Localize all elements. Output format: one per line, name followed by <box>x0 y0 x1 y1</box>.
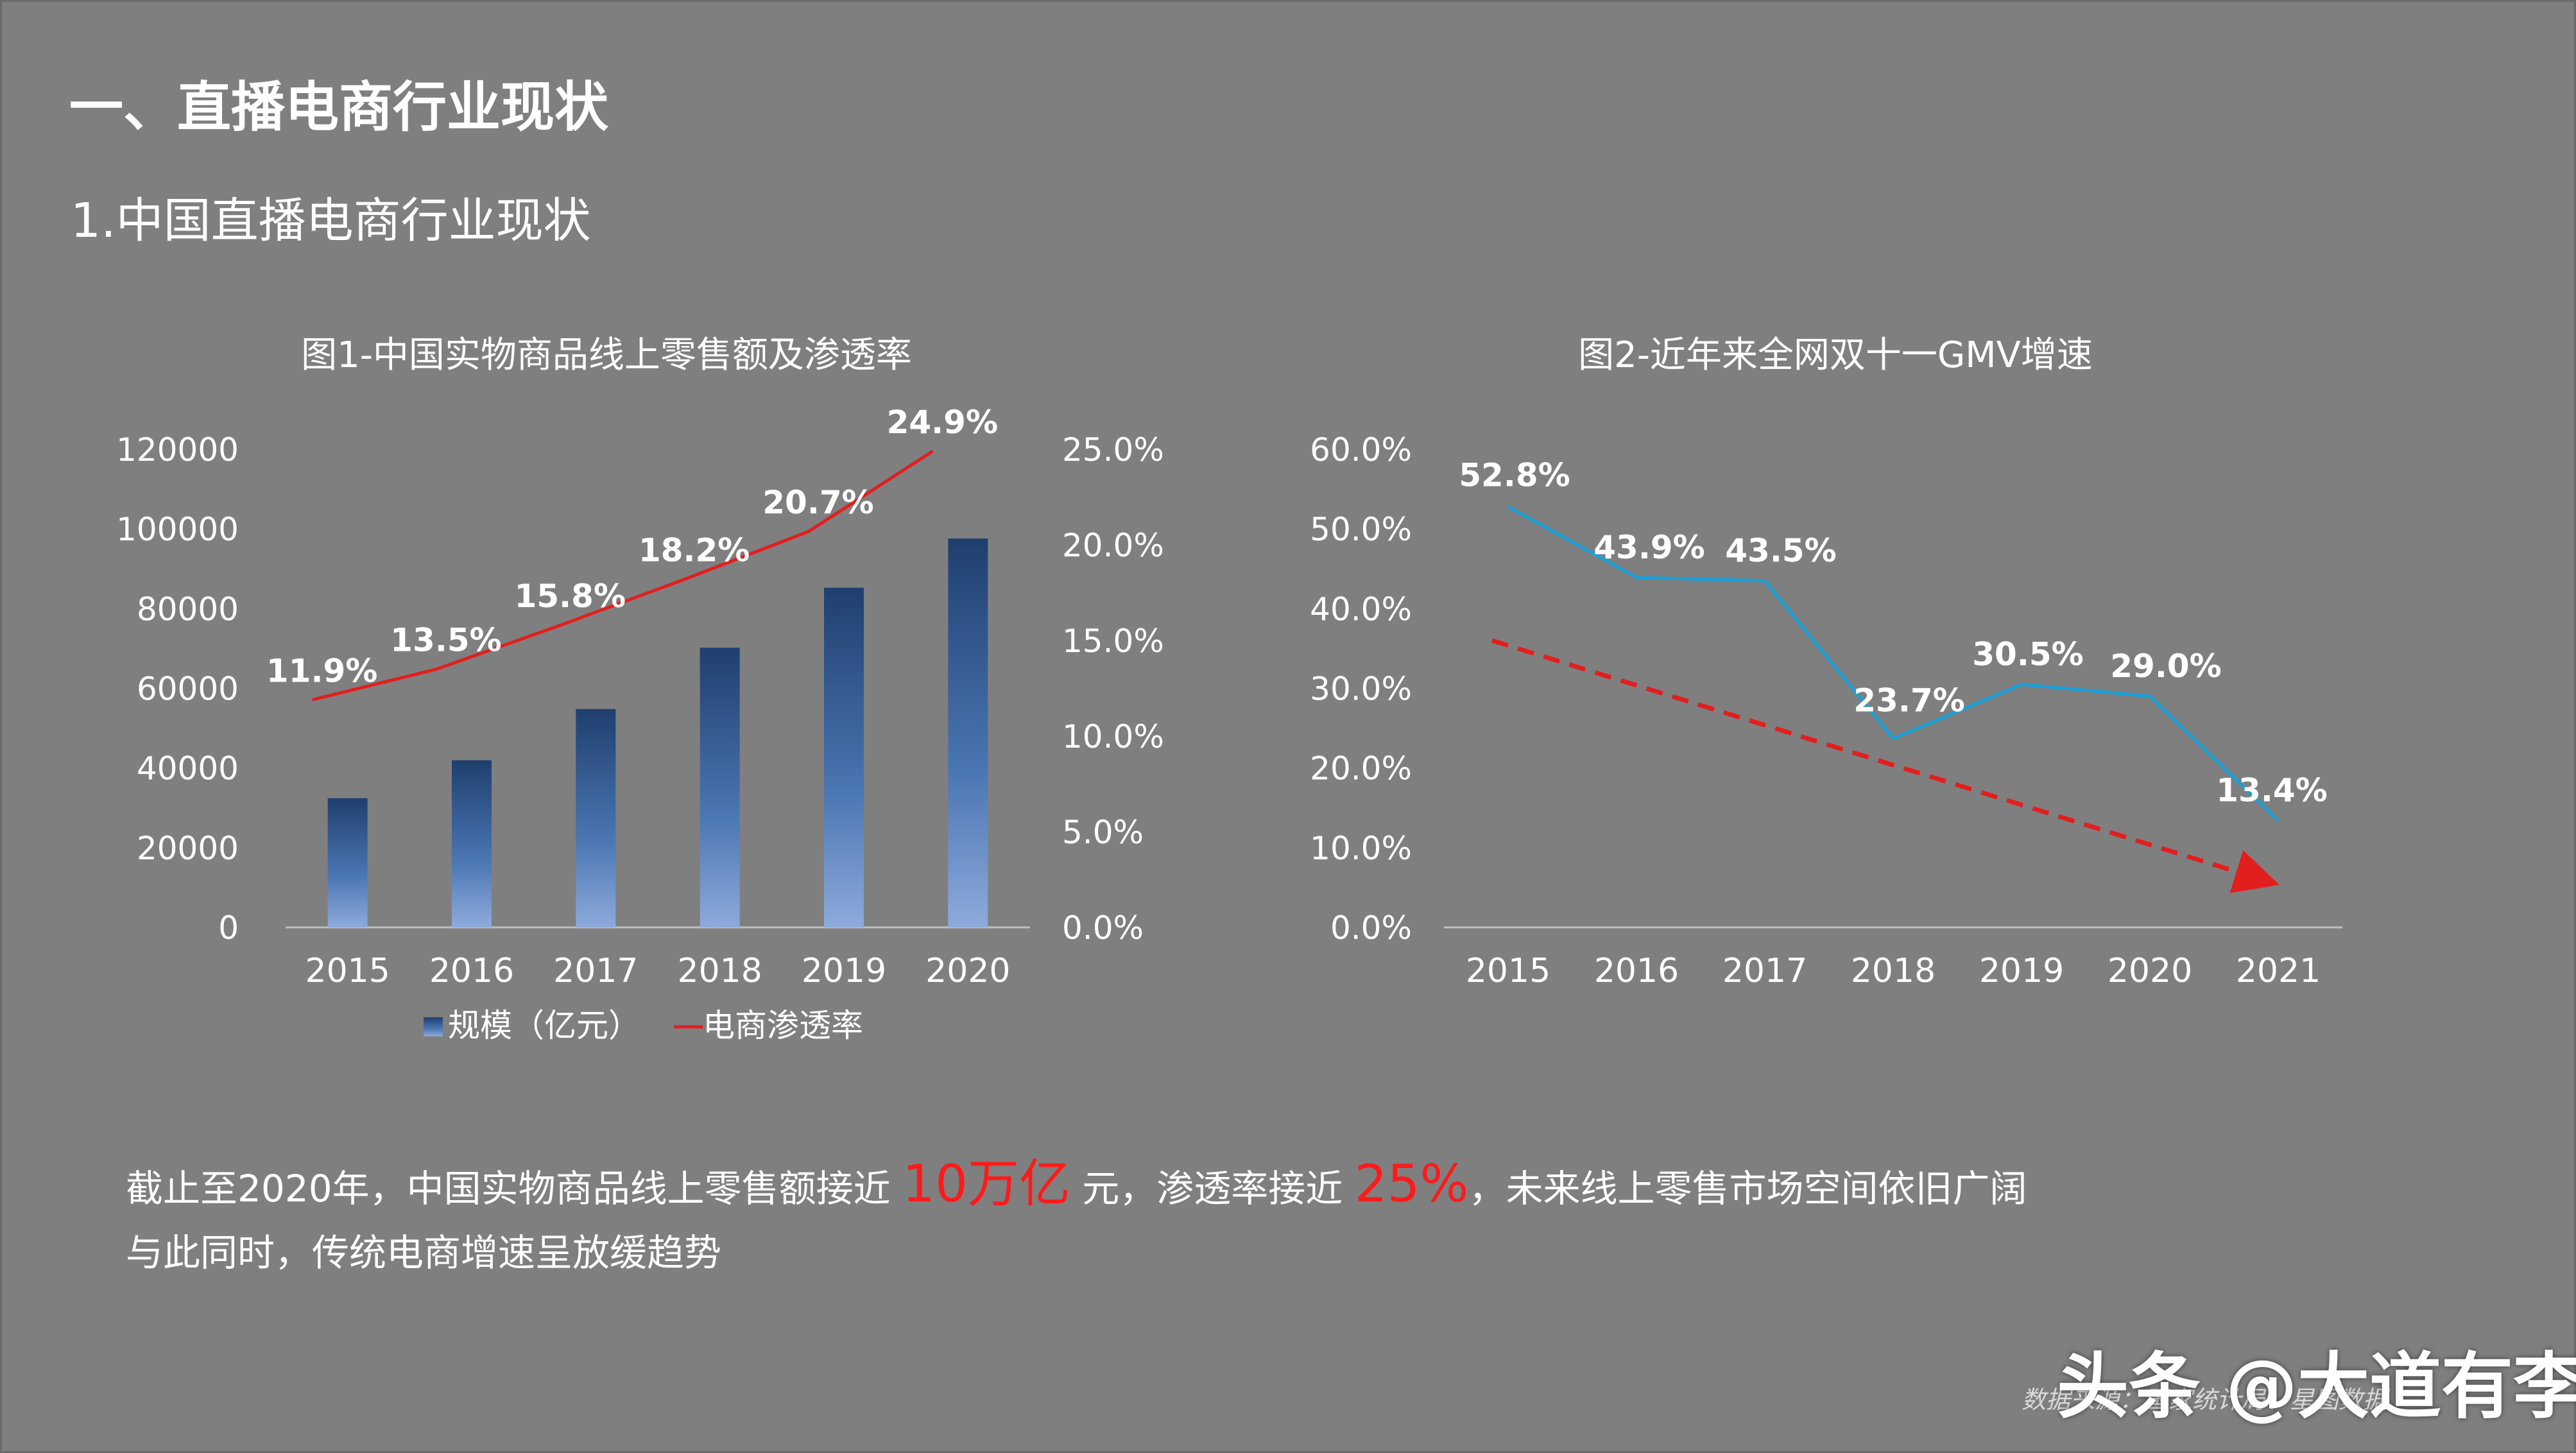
chart2-x-tick: 2020 <box>2108 952 2192 990</box>
chart2-title: 图2-近年来全网双十一GMV增速 <box>1578 334 2093 376</box>
chart1-x-tick: 2019 <box>802 952 886 990</box>
chart1-line-label: 20.7% <box>762 484 873 521</box>
chart1-x-tick: 2018 <box>677 952 762 990</box>
chart1-x-tick: 2015 <box>305 952 390 990</box>
chart1-left-tick: 120000 <box>116 431 239 469</box>
chart2-line-series <box>1507 505 2280 822</box>
chart1-right-tick: 5.0% <box>1062 814 1144 851</box>
chart2-x-tick: 2016 <box>1594 952 1679 990</box>
chart2-x-tick: 2021 <box>2236 952 2321 990</box>
chart1-line-series <box>312 449 934 701</box>
chart1-x-tick: 2020 <box>925 952 1010 990</box>
chart1-legend-bar-label: 规模（亿元） <box>448 1007 640 1044</box>
summary-highlight-rate: 25% <box>1354 1154 1469 1214</box>
chart2-y-tick: 30.0% <box>1310 671 1412 708</box>
chart1-line-label: 11.9% <box>266 652 377 689</box>
chart1-legend-bar-swatch <box>424 1017 443 1036</box>
summary-highlight-gmv: 10万亿 <box>902 1154 1070 1214</box>
chart2-x-tick: 2018 <box>1851 952 1936 990</box>
chart2-y-tick: 40.0% <box>1310 590 1412 628</box>
chart2-x-tick: 2015 <box>1466 952 1550 990</box>
summary-text-a: 截止至2020年，中国实物商品线上零售额接近 <box>126 1167 891 1210</box>
chart1-right-tick: 10.0% <box>1062 718 1164 755</box>
data-source: 数据来源：国家统计局、星图数据 <box>2022 1386 2388 1414</box>
chart1-bar <box>700 648 740 927</box>
chart2-point-label: 43.5% <box>1725 532 1836 569</box>
chart1-right-tick: 15.0% <box>1062 623 1164 660</box>
chart1-legend-line-label: 电商渗透率 <box>703 1007 863 1044</box>
chart1-left-tick: 0 <box>218 909 239 947</box>
watermark: 头条 @大道有李 <box>2057 1345 2576 1429</box>
chart2-point-label: 13.4% <box>2216 772 2327 809</box>
chart1-left-tick: 80000 <box>137 590 239 628</box>
chart1-left-tick: 20000 <box>137 830 239 867</box>
chart2-point-label: 52.8% <box>1459 456 1570 494</box>
summary-text-b: 元，渗透率接近 <box>1082 1167 1343 1210</box>
chart2-point-label: 30.5% <box>1972 635 2083 673</box>
summary-line-1: 截止至2020年，中国实物商品线上零售额接近 10万亿 元，渗透率接近 25%，… <box>126 1142 2027 1217</box>
chart2-y-tick: 0.0% <box>1330 909 1412 947</box>
summary-line-2: 与此同时，传统电商增速呈放缓趋势 <box>126 1231 722 1275</box>
chart2-point-label: 29.0% <box>2110 648 2221 685</box>
chart2-point-label: 23.7% <box>1853 682 1964 719</box>
chart1-bar <box>452 760 492 927</box>
chart2-point-label: 43.9% <box>1593 529 1704 566</box>
chart2-y-tick: 20.0% <box>1310 750 1412 787</box>
summary-text-c: ，未来线上零售市场空间依旧广阔 <box>1468 1167 2027 1210</box>
chart1-bar <box>327 798 368 927</box>
subsection-title: 1.中国直播电商行业现状 <box>71 193 591 248</box>
chart2-y-tick: 60.0% <box>1310 431 1412 469</box>
chart1-x-tick: 2017 <box>553 952 638 990</box>
section-title: 一、直播电商行业现状 <box>69 76 609 139</box>
chart1-line-label: 15.8% <box>515 578 626 615</box>
chart1-line-label: 13.5% <box>390 622 501 659</box>
chart1-left-tick: 60000 <box>137 671 239 708</box>
chart2-y-tick: 10.0% <box>1310 830 1412 867</box>
chart1-line-label: 24.9% <box>887 404 998 441</box>
chart1-left-tick: 100000 <box>116 511 239 548</box>
chart1-bar <box>948 538 988 927</box>
chart1-bar <box>824 587 864 927</box>
chart1-right-tick: 20.0% <box>1062 527 1164 564</box>
chart1-bar <box>576 709 616 927</box>
chart2-y-tick: 50.0% <box>1310 511 1412 548</box>
chart2-x-tick: 2019 <box>1979 952 2064 990</box>
chart1-right-tick: 0.0% <box>1062 909 1144 947</box>
chart1-x-tick: 2016 <box>429 952 514 990</box>
chart1-right-tick: 25.0% <box>1062 431 1164 469</box>
chart1-line-label: 18.2% <box>639 532 750 569</box>
chart1-left-tick: 40000 <box>137 750 239 787</box>
chart2-x-tick: 2017 <box>1722 952 1807 990</box>
chart1-title: 图1-中国实物商品线上零售额及渗透率 <box>301 334 912 376</box>
